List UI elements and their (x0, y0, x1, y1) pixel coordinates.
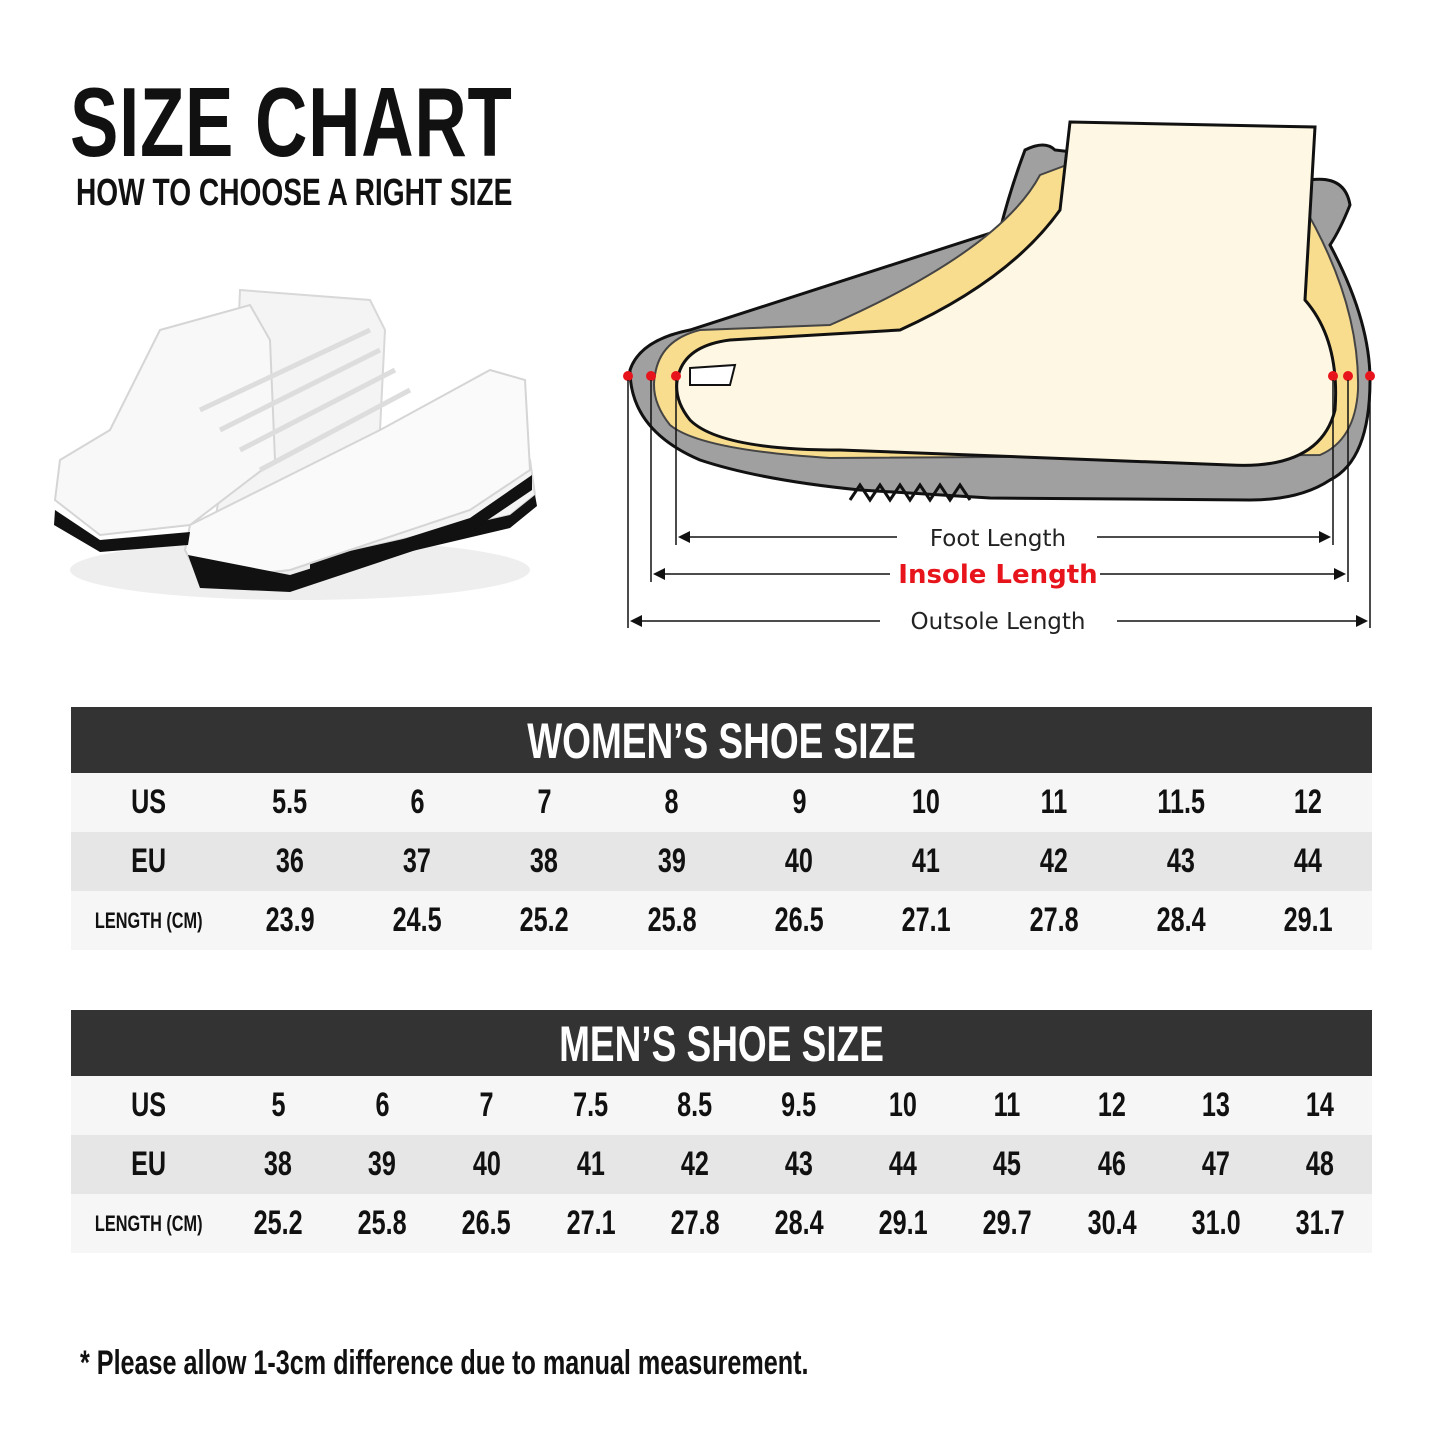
table-cell: 28.4 (774, 1204, 824, 1242)
table-cell: 26.5 (774, 901, 824, 939)
table-row: US 5.5 6 7 8 9 10 11 11.5 12 (71, 773, 1372, 832)
table-row: EU 38 39 40 41 42 43 44 45 46 47 48 (71, 1135, 1372, 1194)
table-cell: 44 (1294, 842, 1323, 880)
table-cell: 27.1 (901, 901, 951, 939)
table-cell: 14 (1305, 1086, 1334, 1124)
table-cell: 25.2 (519, 901, 569, 939)
row-label: LENGTH (CM) (94, 907, 203, 933)
table-cell: 29.1 (878, 1204, 928, 1242)
table-cell: 40 (472, 1145, 501, 1183)
table-cell: 28.4 (1156, 901, 1206, 939)
table-cell: 41 (912, 842, 941, 880)
row-label: US (131, 783, 166, 821)
table-row: US 5 6 7 7.5 8.5 9.5 10 11 12 13 14 (71, 1076, 1372, 1135)
table-cell: 10 (912, 783, 941, 821)
table-cell: 25.8 (357, 1204, 407, 1242)
table-cell: 42 (680, 1145, 709, 1183)
foot-length-label: Foot Length (930, 526, 1066, 552)
row-label: EU (131, 842, 166, 880)
table-cell: 11.5 (1157, 783, 1205, 821)
measure-points (623, 371, 1375, 381)
table-cell: 25.2 (253, 1204, 303, 1242)
front-sneaker (53, 303, 532, 592)
table-title: WOMEN’S SHOE SIZE (71, 707, 1372, 773)
table-cell: 24.5 (392, 901, 442, 939)
page-subtitle: HOW TO CHOOSE A RIGHT SIZE (76, 172, 513, 214)
table-cell: 40 (784, 842, 813, 880)
table-cell: 47 (1201, 1145, 1230, 1183)
table-cell: 12 (1097, 1086, 1126, 1124)
table-cell: 37 (402, 842, 431, 880)
table-cell: 48 (1305, 1145, 1334, 1183)
table-cell: 29.7 (982, 1204, 1032, 1242)
table-cell: 25.8 (647, 901, 697, 939)
womens-size-table: WOMEN’S SHOE SIZE US 5.5 6 7 8 9 10 11 11.5 12 EU 36… (71, 707, 1372, 950)
table-cell: 29.1 (1283, 901, 1333, 939)
table-cell: 38 (530, 842, 559, 880)
table-cell: 8 (664, 783, 679, 821)
table-cell: 27.1 (566, 1204, 616, 1242)
table-cell: 12 (1294, 783, 1323, 821)
table-cell: 38 (264, 1145, 293, 1183)
table-cell: 42 (1039, 842, 1068, 880)
mens-size-table: MEN’S SHOE SIZE US 5 6 7 7.5 8.5 9.5 10 11 12 13 14 E… (71, 1010, 1372, 1253)
sneakers-image (53, 288, 537, 600)
table-cell: 26.5 (461, 1204, 511, 1242)
row-label: LENGTH (CM) (94, 1210, 203, 1236)
table-cell: 36 (275, 842, 304, 880)
table-cell: 39 (657, 842, 686, 880)
table-cell: 13 (1201, 1086, 1230, 1124)
table-cell: 11 (1040, 783, 1067, 821)
table-cell: 39 (368, 1145, 397, 1183)
table-cell: 46 (1097, 1145, 1126, 1183)
table-cell: 23.9 (265, 901, 315, 939)
table-cell: 41 (576, 1145, 605, 1183)
table-cell: 30.4 (1087, 1204, 1137, 1242)
table-row: LENGTH (CM) 23.9 24.5 25.2 25.8 26.5 27.1 27.8 2… (71, 891, 1372, 950)
table-cell: 11 (994, 1086, 1021, 1124)
row-label: EU (131, 1145, 166, 1183)
table-cell: 7 (537, 783, 552, 821)
table-title: MEN’S SHOE SIZE (71, 1010, 1372, 1076)
table-row: EU 36 37 38 39 40 41 42 43 44 (71, 832, 1372, 891)
table-cell: 45 (993, 1145, 1022, 1183)
table-cell: 6 (375, 1086, 390, 1124)
footnote: * Please allow 1-3cm difference due to m… (80, 1344, 809, 1382)
foot-measurement-diagram: Foot Length Insole Length Outsole Length (623, 120, 1375, 635)
table-cell: 8.5 (677, 1086, 713, 1124)
table-cell: 31.7 (1295, 1204, 1345, 1242)
table-cell: 9 (791, 783, 806, 821)
table-cell: 5 (271, 1086, 286, 1124)
table-cell: 27.8 (670, 1204, 720, 1242)
table-cell: 7.5 (573, 1086, 609, 1124)
table-cell: 31.0 (1191, 1204, 1241, 1242)
table-cell: 27.8 (1029, 901, 1079, 939)
table-row: LENGTH (CM) 25.2 25.8 26.5 27.1 27.8 28.4 29.1 2… (71, 1194, 1372, 1253)
table-cell: 7 (479, 1086, 494, 1124)
table-cell: 6 (409, 783, 424, 821)
table-cell: 44 (889, 1145, 918, 1183)
page-title: SIZE CHART (70, 67, 513, 177)
table-cell: 5.5 (272, 783, 308, 821)
foot-shape (675, 120, 1338, 467)
outsole-length-label: Outsole Length (911, 609, 1086, 635)
row-label: US (131, 1086, 166, 1124)
insole-length-label: Insole Length (898, 560, 1097, 590)
table-cell: 9.5 (781, 1086, 817, 1124)
table-cell: 43 (1166, 842, 1195, 880)
table-cell: 10 (889, 1086, 918, 1124)
table-cell: 43 (785, 1145, 814, 1183)
